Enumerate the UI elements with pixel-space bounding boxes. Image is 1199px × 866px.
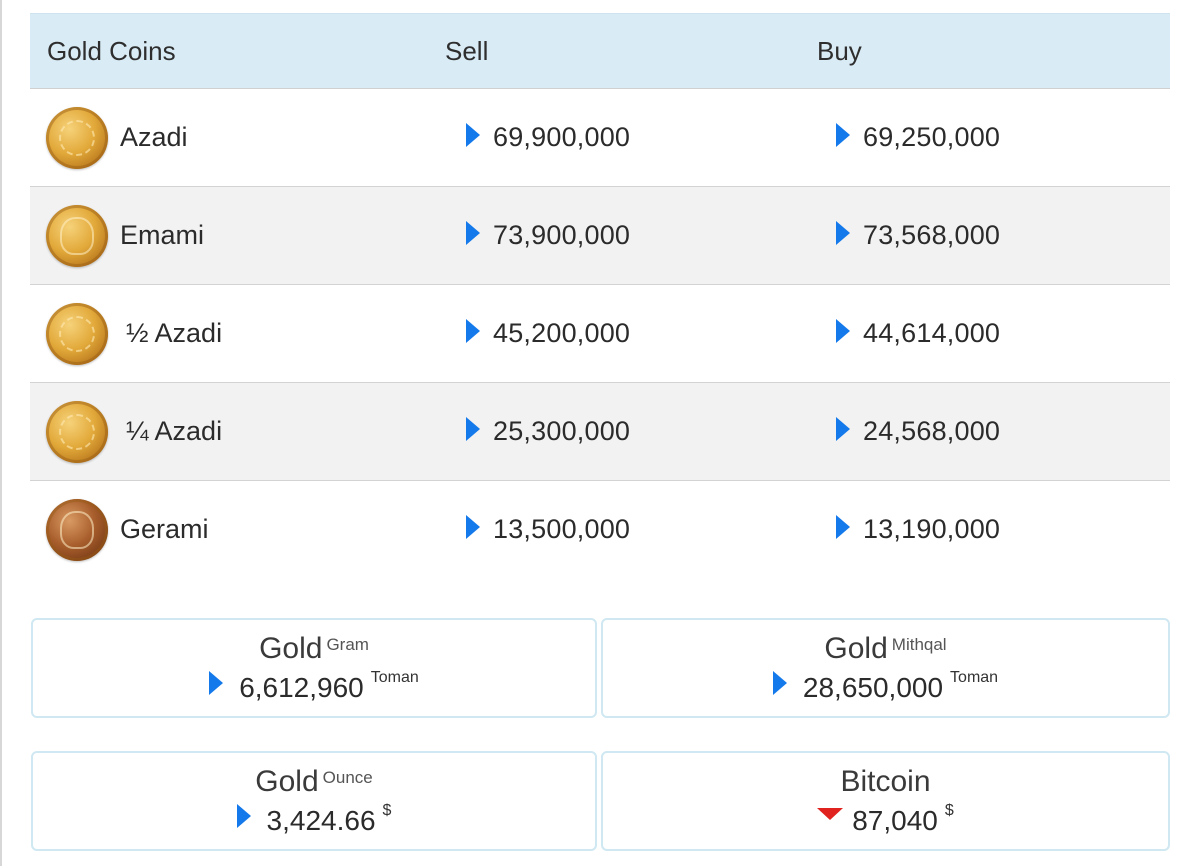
left-border (0, 0, 2, 866)
buy-price-cell: 69,250,000 (816, 122, 1170, 153)
table-row-quarter-azadi[interactable]: ¼ Azadi 25,300,000 24,568,000 (30, 383, 1170, 481)
card-title-text: Bitcoin (840, 765, 931, 798)
table-row-azadi[interactable]: Azadi 69,900,000 69,250,000 (30, 89, 1170, 187)
sell-price-cell: 69,900,000 (444, 122, 816, 153)
header-gold-coins: Gold Coins (47, 35, 176, 66)
coin-name: ½ Azadi (126, 318, 223, 348)
buy-price: 44,614,000 (863, 318, 1001, 348)
trend-down-icon (817, 808, 844, 820)
coin-name-cell: ½ Azadi (30, 302, 444, 365)
trend-up-icon (466, 514, 480, 539)
card-title: Gold Mithqal (603, 632, 1168, 666)
card-currency: $ (382, 802, 392, 819)
buy-price: 13,190,000 (863, 514, 1001, 544)
coin-name: Emami (120, 220, 205, 250)
buy-price: 69,250,000 (863, 122, 1001, 152)
card-title-text: Gold (255, 765, 319, 798)
coin-name: ¼ Azadi (126, 416, 223, 446)
sell-price-cell: 25,300,000 (444, 416, 816, 447)
card-currency: $ (944, 802, 954, 819)
coin-name-cell: Azadi (30, 106, 444, 169)
quarter-azadi-coin-icon (46, 400, 108, 463)
half-azadi-coin-icon (46, 302, 108, 365)
sell-price: 13,500,000 (493, 514, 631, 544)
buy-price: 24,568,000 (863, 416, 1001, 446)
sell-price-cell: 13,500,000 (444, 514, 816, 545)
card-title: Gold Gram (33, 632, 595, 666)
card-title-unit: Gram (326, 635, 369, 654)
header-sell: Sell (445, 35, 489, 66)
coin-name: Azadi (120, 122, 188, 152)
card-currency: Toman (370, 669, 419, 686)
sell-price: 25,300,000 (493, 416, 631, 446)
card-value-line: 87,040 $ (603, 802, 1168, 837)
table-row-gerami[interactable]: Gerami 13,500,000 13,190,000 (30, 481, 1170, 578)
trend-up-icon (209, 671, 224, 695)
coin-name-cell: ¼ Azadi (30, 400, 444, 463)
card-value: 6,612,960 (239, 672, 364, 703)
emami-coin-icon (46, 204, 108, 267)
card-title-unit: Ounce (322, 768, 373, 787)
sell-price: 69,900,000 (493, 122, 631, 152)
trend-up-icon (466, 220, 480, 245)
trend-up-icon (836, 220, 850, 245)
gold-mithqal-card[interactable]: Gold Mithqal 28,650,000 Toman (601, 618, 1170, 718)
table-row-emami[interactable]: Emami 73,900,000 73,568,000 (30, 187, 1170, 285)
card-currency: Toman (950, 669, 999, 686)
gold-ounce-card[interactable]: Gold Ounce 3,424.66 $ (31, 751, 597, 851)
card-title-unit: Mithqal (891, 635, 947, 654)
trend-up-icon (836, 416, 850, 441)
card-value-line: 28,650,000 Toman (603, 669, 1168, 704)
azadi-coin-icon (46, 106, 108, 169)
gold-gram-card[interactable]: Gold Gram 6,612,960 Toman (31, 618, 597, 718)
trend-up-icon (836, 318, 850, 343)
buy-price-cell: 13,190,000 (816, 514, 1170, 545)
trend-up-icon (466, 416, 480, 441)
card-title-text: Gold (259, 632, 323, 665)
trend-up-icon (466, 318, 480, 343)
card-value-line: 3,424.66 $ (33, 802, 595, 837)
buy-price-cell: 44,614,000 (816, 318, 1170, 349)
card-value: 87,040 (852, 805, 938, 836)
gerami-coin-icon (46, 498, 108, 561)
trend-up-icon (836, 514, 850, 539)
bitcoin-card[interactable]: Bitcoin 87,040 $ (601, 751, 1170, 851)
card-title: Gold Ounce (33, 765, 595, 799)
trend-up-icon (466, 122, 480, 147)
trend-up-icon (236, 804, 251, 828)
card-title-text: Gold (824, 632, 888, 665)
coin-name: Gerami (120, 514, 209, 544)
sell-price: 73,900,000 (493, 220, 631, 250)
sell-price: 45,200,000 (493, 318, 631, 348)
card-value: 28,650,000 (802, 672, 944, 703)
buy-price-cell: 73,568,000 (816, 220, 1170, 251)
header-buy: Buy (817, 35, 862, 66)
table-header: Gold Coins Sell Buy (30, 14, 1170, 89)
sell-price-cell: 45,200,000 (444, 318, 816, 349)
sell-price-cell: 73,900,000 (444, 220, 816, 251)
card-value: 3,424.66 (266, 805, 376, 836)
trend-up-icon (772, 671, 787, 695)
card-value-line: 6,612,960 Toman (33, 669, 595, 704)
card-title: Bitcoin (603, 765, 1168, 799)
trend-up-icon (836, 122, 850, 147)
table-row-half-azadi[interactable]: ½ Azadi 45,200,000 44,614,000 (30, 285, 1170, 383)
buy-price-cell: 24,568,000 (816, 416, 1170, 447)
coin-name-cell: Emami (30, 204, 444, 267)
gold-coins-table: Gold Coins Sell Buy Azadi 69,900,000 69,… (30, 13, 1170, 578)
coin-name-cell: Gerami (30, 498, 444, 561)
buy-price: 73,568,000 (863, 220, 1001, 250)
